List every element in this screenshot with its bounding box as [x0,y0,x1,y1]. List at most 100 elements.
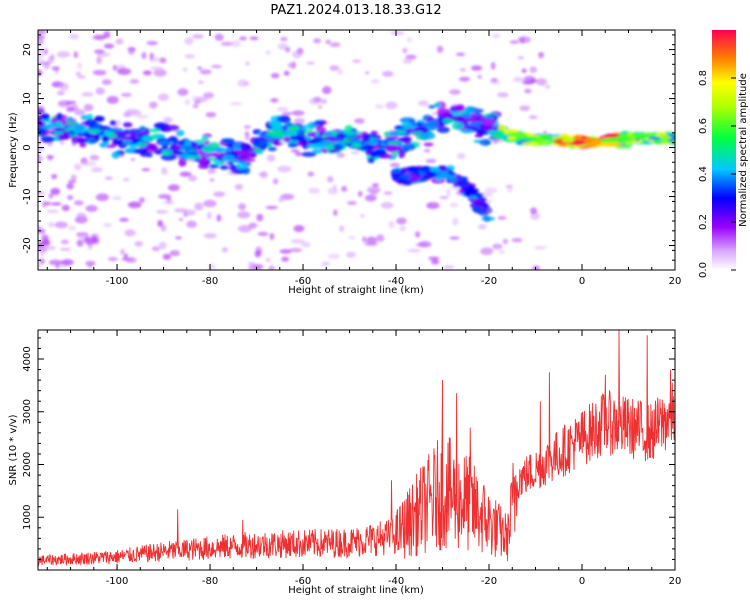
spectrogram-noise-blob [529,66,538,74]
spectrogram-noise-blob [195,96,208,103]
spectrogram-noise-blob [103,43,115,49]
spectrogram-noise-blob [396,217,407,225]
spectrogram-noise-blob [313,96,322,103]
spectrogram-ridge-blob [84,118,97,127]
spectrogram-noise-blob [151,246,161,252]
spectrogram-branch-blob [476,201,484,207]
spectrogram-noise-blob [357,190,363,197]
spectrogram-noise-blob [94,49,105,54]
spectrogram-ridge-blob [113,139,124,145]
spectrogram-noise-blob [307,171,315,177]
spectrogram-noise-blob [425,158,437,164]
spectrogram-noise-blob [365,71,370,75]
spectrogram-ridge-blob [573,134,583,142]
spectrogram-noise-blob [92,236,100,245]
spectrogram-noise-blob [44,201,51,206]
spectrogram-ridge-blob [219,164,229,170]
spectrogram-ridge-blob [106,127,123,132]
spectrogram-ridge-blob [67,130,76,135]
spectrogram-noise-blob [207,168,216,175]
spectrogram-noise-blob [184,37,194,45]
spectrogram-ridge-blob [267,146,277,152]
spectrogram-ridge-blob [396,129,407,134]
spectrogram-noise-blob [161,167,168,175]
spectrogram-noise-blob [90,233,100,237]
spectrogram-noise-blob [56,51,71,58]
spectrogram-noise-blob [238,36,247,41]
snr-x-tick-label: -40 [388,576,404,587]
spectrogram-noise-blob [38,226,43,230]
spectrogram-noise-blob [137,114,149,119]
snr-x-axis-title: Height of straight line (km) [288,585,424,596]
spectrogram-noise-blob [383,191,393,196]
spectrogram-branch-blob [439,167,447,172]
spectrogram-noise-blob [415,231,421,238]
spectrogram-y-tick-label: -10 [22,188,33,204]
spectrogram-noise-blob [90,167,103,173]
spectrogram-noise-blob [399,226,407,231]
spectrogram-noise-blob [184,54,195,59]
spectrogram-x-tick-label: -100 [106,276,129,287]
spectrogram-noise-blob [362,236,367,243]
spectrogram-noise-blob [213,191,226,197]
spectrogram-ridge-blob [55,121,63,128]
spectrogram-noise-blob [112,64,118,72]
spectrogram-noise-blob [163,116,173,124]
spectrogram-noise-blob [260,171,268,179]
spectrogram-noise-blob [149,52,155,60]
spectrogram-noise-blob [41,200,47,208]
spectrogram-noise-blob [141,52,147,59]
spectrogram-noise-blob [266,154,276,162]
spectrogram-noise-blob [329,42,341,48]
spectrogram-noise-blob [59,82,69,91]
spectrogram-ridge-blob [385,144,399,153]
spectrogram-noise-blob [134,240,144,247]
spectrogram-noise-blob [366,186,381,194]
spectrogram-noise-blob [346,201,357,205]
spectrogram-noise-blob [229,101,243,106]
spectrogram-ridge-blob [236,162,248,170]
spectrogram-noise-blob [430,259,440,265]
spectrogram-noise-blob [485,199,492,203]
spectrogram-noise-blob [76,232,89,239]
spectrogram-noise-blob [256,213,264,222]
spectrogram-noise-blob [520,36,525,44]
spectrogram-noise-blob [382,70,394,77]
spectrogram-noise-blob [73,163,82,171]
spectrogram-noise-blob [203,199,217,208]
spectrogram-ridge-blob [125,147,135,153]
spectrogram-ridge-blob [451,121,464,130]
spectrogram-noise-blob [221,247,228,253]
snr-x-tick-label: 20 [669,576,682,587]
spectrogram-noise-blob [38,147,45,151]
spectrogram-noise-blob [206,211,212,220]
spectrogram-noise-blob [292,50,302,59]
spectrogram-ridge-blob [227,160,234,166]
spectrogram-ridge-blob [397,137,410,142]
snr-x-tick-label: -100 [106,576,129,587]
spectrogram-noise-blob [336,152,345,158]
spectrogram-noise-blob [257,231,269,237]
spectrogram-ridge-blob [87,128,101,134]
spectrogram-noise-blob [455,52,466,57]
spectrogram-noise-blob [321,261,330,266]
spectrogram-noise-blob [184,98,191,106]
spectrogram-noise-blob [443,265,455,269]
spectrogram-ridge-blob [367,157,375,164]
spectrogram-ridge-blob [413,131,424,135]
spectrogram-ridge-blob [220,138,235,143]
spectrogram-noise-blob [388,220,395,229]
snr-x-tick-label: -20 [481,576,497,587]
spectrogram-ridge-blob [63,131,70,139]
figure-title: PAZ1.2024.013.18.33.G12 [270,3,441,18]
spectrogram-branch-blob [435,170,450,177]
spectrogram-noise-blob [59,141,65,145]
spectrogram-noise-blob [511,237,523,243]
spectrogram-noise-blob [536,78,547,86]
spectrogram-noise-blob [364,241,379,247]
spectrogram-noise-blob [341,185,348,192]
spectrogram-noise-blob [125,257,137,264]
spectrogram-ridge-blob [201,135,209,142]
spectrogram-noise-blob [243,81,251,86]
spectrogram-noise-blob [485,187,498,194]
